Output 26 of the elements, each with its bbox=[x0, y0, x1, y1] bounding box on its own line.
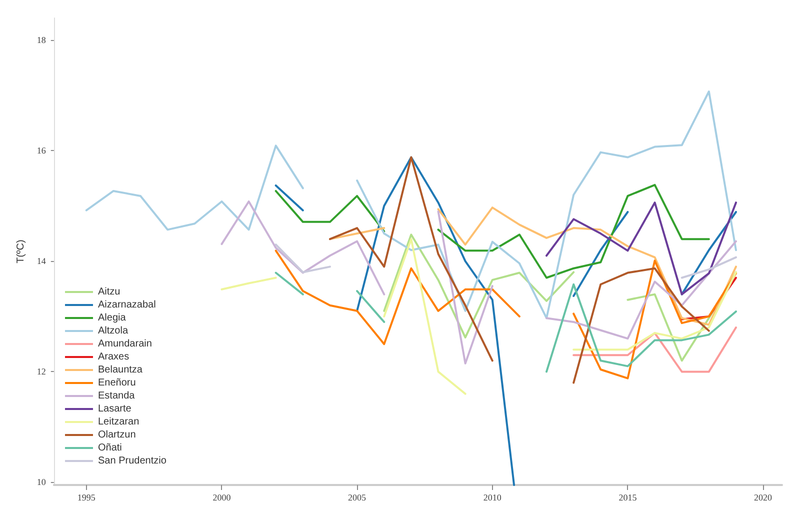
legend-label: Leitzaran bbox=[98, 416, 140, 428]
x-tick-label: 2010 bbox=[483, 492, 502, 502]
y-tick-label: 12 bbox=[36, 366, 46, 377]
legend-label: Alegia bbox=[98, 312, 126, 324]
x-tick-label: 2005 bbox=[348, 492, 367, 502]
legend-label: Belauntza bbox=[98, 364, 143, 376]
legend-label: Araxes bbox=[98, 352, 130, 362]
y-tick-label: 16 bbox=[36, 146, 46, 156]
x-tick-label: 1995 bbox=[77, 492, 96, 502]
legend-label: Lasarte bbox=[98, 404, 132, 414]
y-tick-label: 14 bbox=[36, 256, 46, 266]
y-tick-label: 18 bbox=[36, 35, 46, 46]
y-tick-label: 10 bbox=[36, 477, 46, 488]
legend-label: San Prudentzio bbox=[98, 456, 167, 466]
legend-label: Altzola bbox=[98, 326, 128, 336]
x-tick-label: 2000 bbox=[212, 492, 232, 502]
legend-label: Estanda bbox=[98, 390, 136, 402]
legend-label: Amundarain bbox=[98, 338, 152, 350]
x-tick-label: 2015 bbox=[618, 492, 638, 502]
legend-label: Aitzu bbox=[98, 286, 120, 298]
legend-label: Aizarnazabal bbox=[98, 300, 156, 310]
legend-label: Oñati bbox=[98, 442, 122, 454]
legend-label: Olartzun bbox=[98, 430, 136, 440]
x-tick-label: 2020 bbox=[754, 492, 773, 502]
y-axis-title: T(ºC) bbox=[16, 240, 26, 264]
legend-label: Eneñoru bbox=[98, 378, 136, 388]
